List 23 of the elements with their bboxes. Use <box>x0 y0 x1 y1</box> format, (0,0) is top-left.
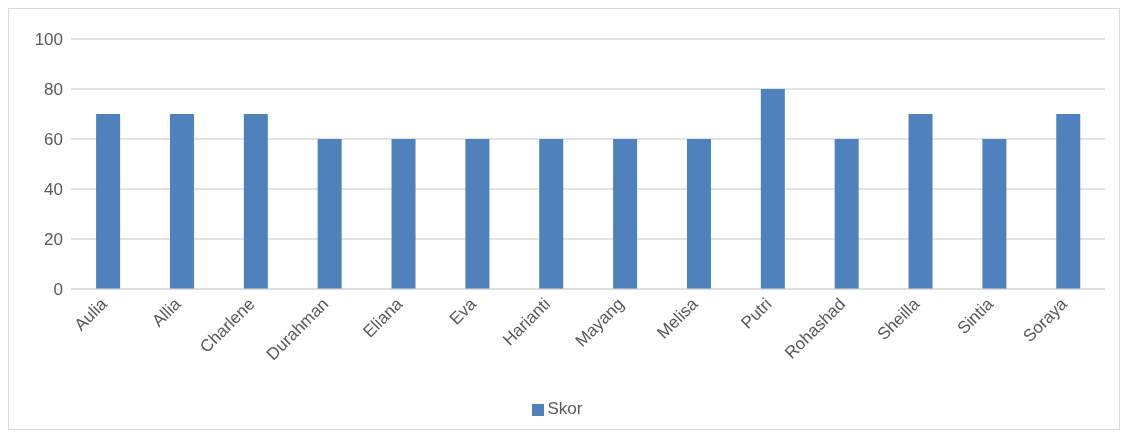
bar <box>760 89 785 289</box>
bar <box>686 139 711 289</box>
bar <box>982 139 1007 289</box>
y-tick-label: 60 <box>44 130 63 150</box>
bar <box>465 139 490 289</box>
y-tick-label: 100 <box>34 30 63 50</box>
bar <box>1056 114 1081 289</box>
x-tick-label: Eva <box>445 294 481 329</box>
bar <box>243 114 268 289</box>
bar <box>391 139 416 289</box>
y-tick-label: 40 <box>44 180 63 200</box>
bar <box>169 114 194 289</box>
x-tick-label: Allia <box>148 294 185 331</box>
y-tick-label: 20 <box>44 230 63 250</box>
legend-label: Skor <box>547 399 583 418</box>
y-tick-label: 80 <box>44 80 63 100</box>
bar <box>613 139 638 289</box>
y-tick-label: 0 <box>53 280 63 300</box>
bar <box>96 114 121 289</box>
bar <box>834 139 859 289</box>
bar <box>908 114 933 289</box>
bar <box>317 139 342 289</box>
bar <box>539 139 564 289</box>
